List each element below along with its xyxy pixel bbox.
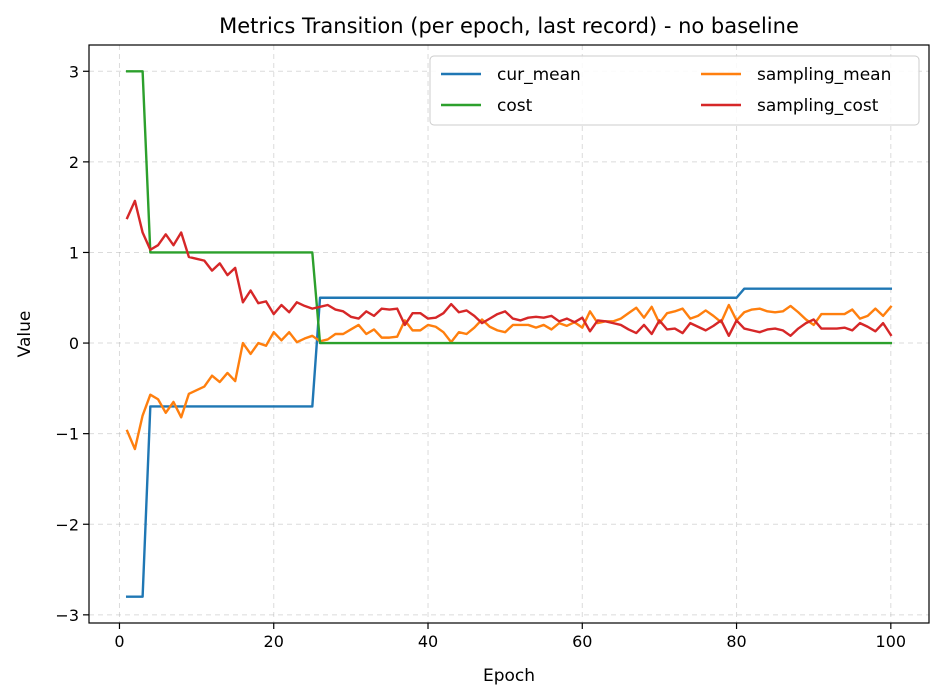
- series-line-sampling-cost: [125, 199, 893, 338]
- x-tick-label: 100: [876, 632, 907, 651]
- legend-box: [429, 55, 920, 126]
- legend-label-cost: cost: [497, 96, 533, 116]
- y-axis-label: Value: [15, 311, 35, 358]
- x-tick-label: 80: [726, 632, 746, 651]
- y-tick-label: 3: [69, 62, 79, 81]
- axes: [88, 44, 930, 624]
- legend-label-sampling-mean: sampling_mean: [757, 65, 891, 85]
- series-line-sampling-mean: [125, 303, 893, 451]
- x-axis-label: Epoch: [483, 666, 535, 686]
- y-tick-label: 1: [69, 243, 79, 262]
- series-line-cost: [125, 70, 893, 345]
- x-tick-label: 60: [572, 632, 592, 651]
- chart-title: Metrics Transition (per epoch, last reco…: [219, 14, 799, 38]
- x-tick-label: 20: [264, 632, 284, 651]
- y-tick-label: 2: [69, 153, 79, 172]
- series-line-cur-mean: [125, 287, 893, 598]
- series-lines: [125, 70, 893, 598]
- legend-label-cur-mean: cur_mean: [497, 65, 581, 85]
- y-tick-label: −2: [55, 515, 79, 534]
- x-tick-label: 40: [418, 632, 438, 651]
- y-tick-label: −1: [55, 425, 79, 444]
- y-tick-label: −3: [55, 606, 79, 625]
- legend-label-sampling-cost: sampling_cost: [757, 96, 879, 116]
- x-tick-label: 0: [114, 632, 124, 651]
- ticks: 0 20 40 60 80 100 −3 −2 −1 0 1 2 3: [55, 62, 906, 651]
- y-tick-label: 0: [69, 334, 79, 353]
- plot-frame: [88, 44, 930, 624]
